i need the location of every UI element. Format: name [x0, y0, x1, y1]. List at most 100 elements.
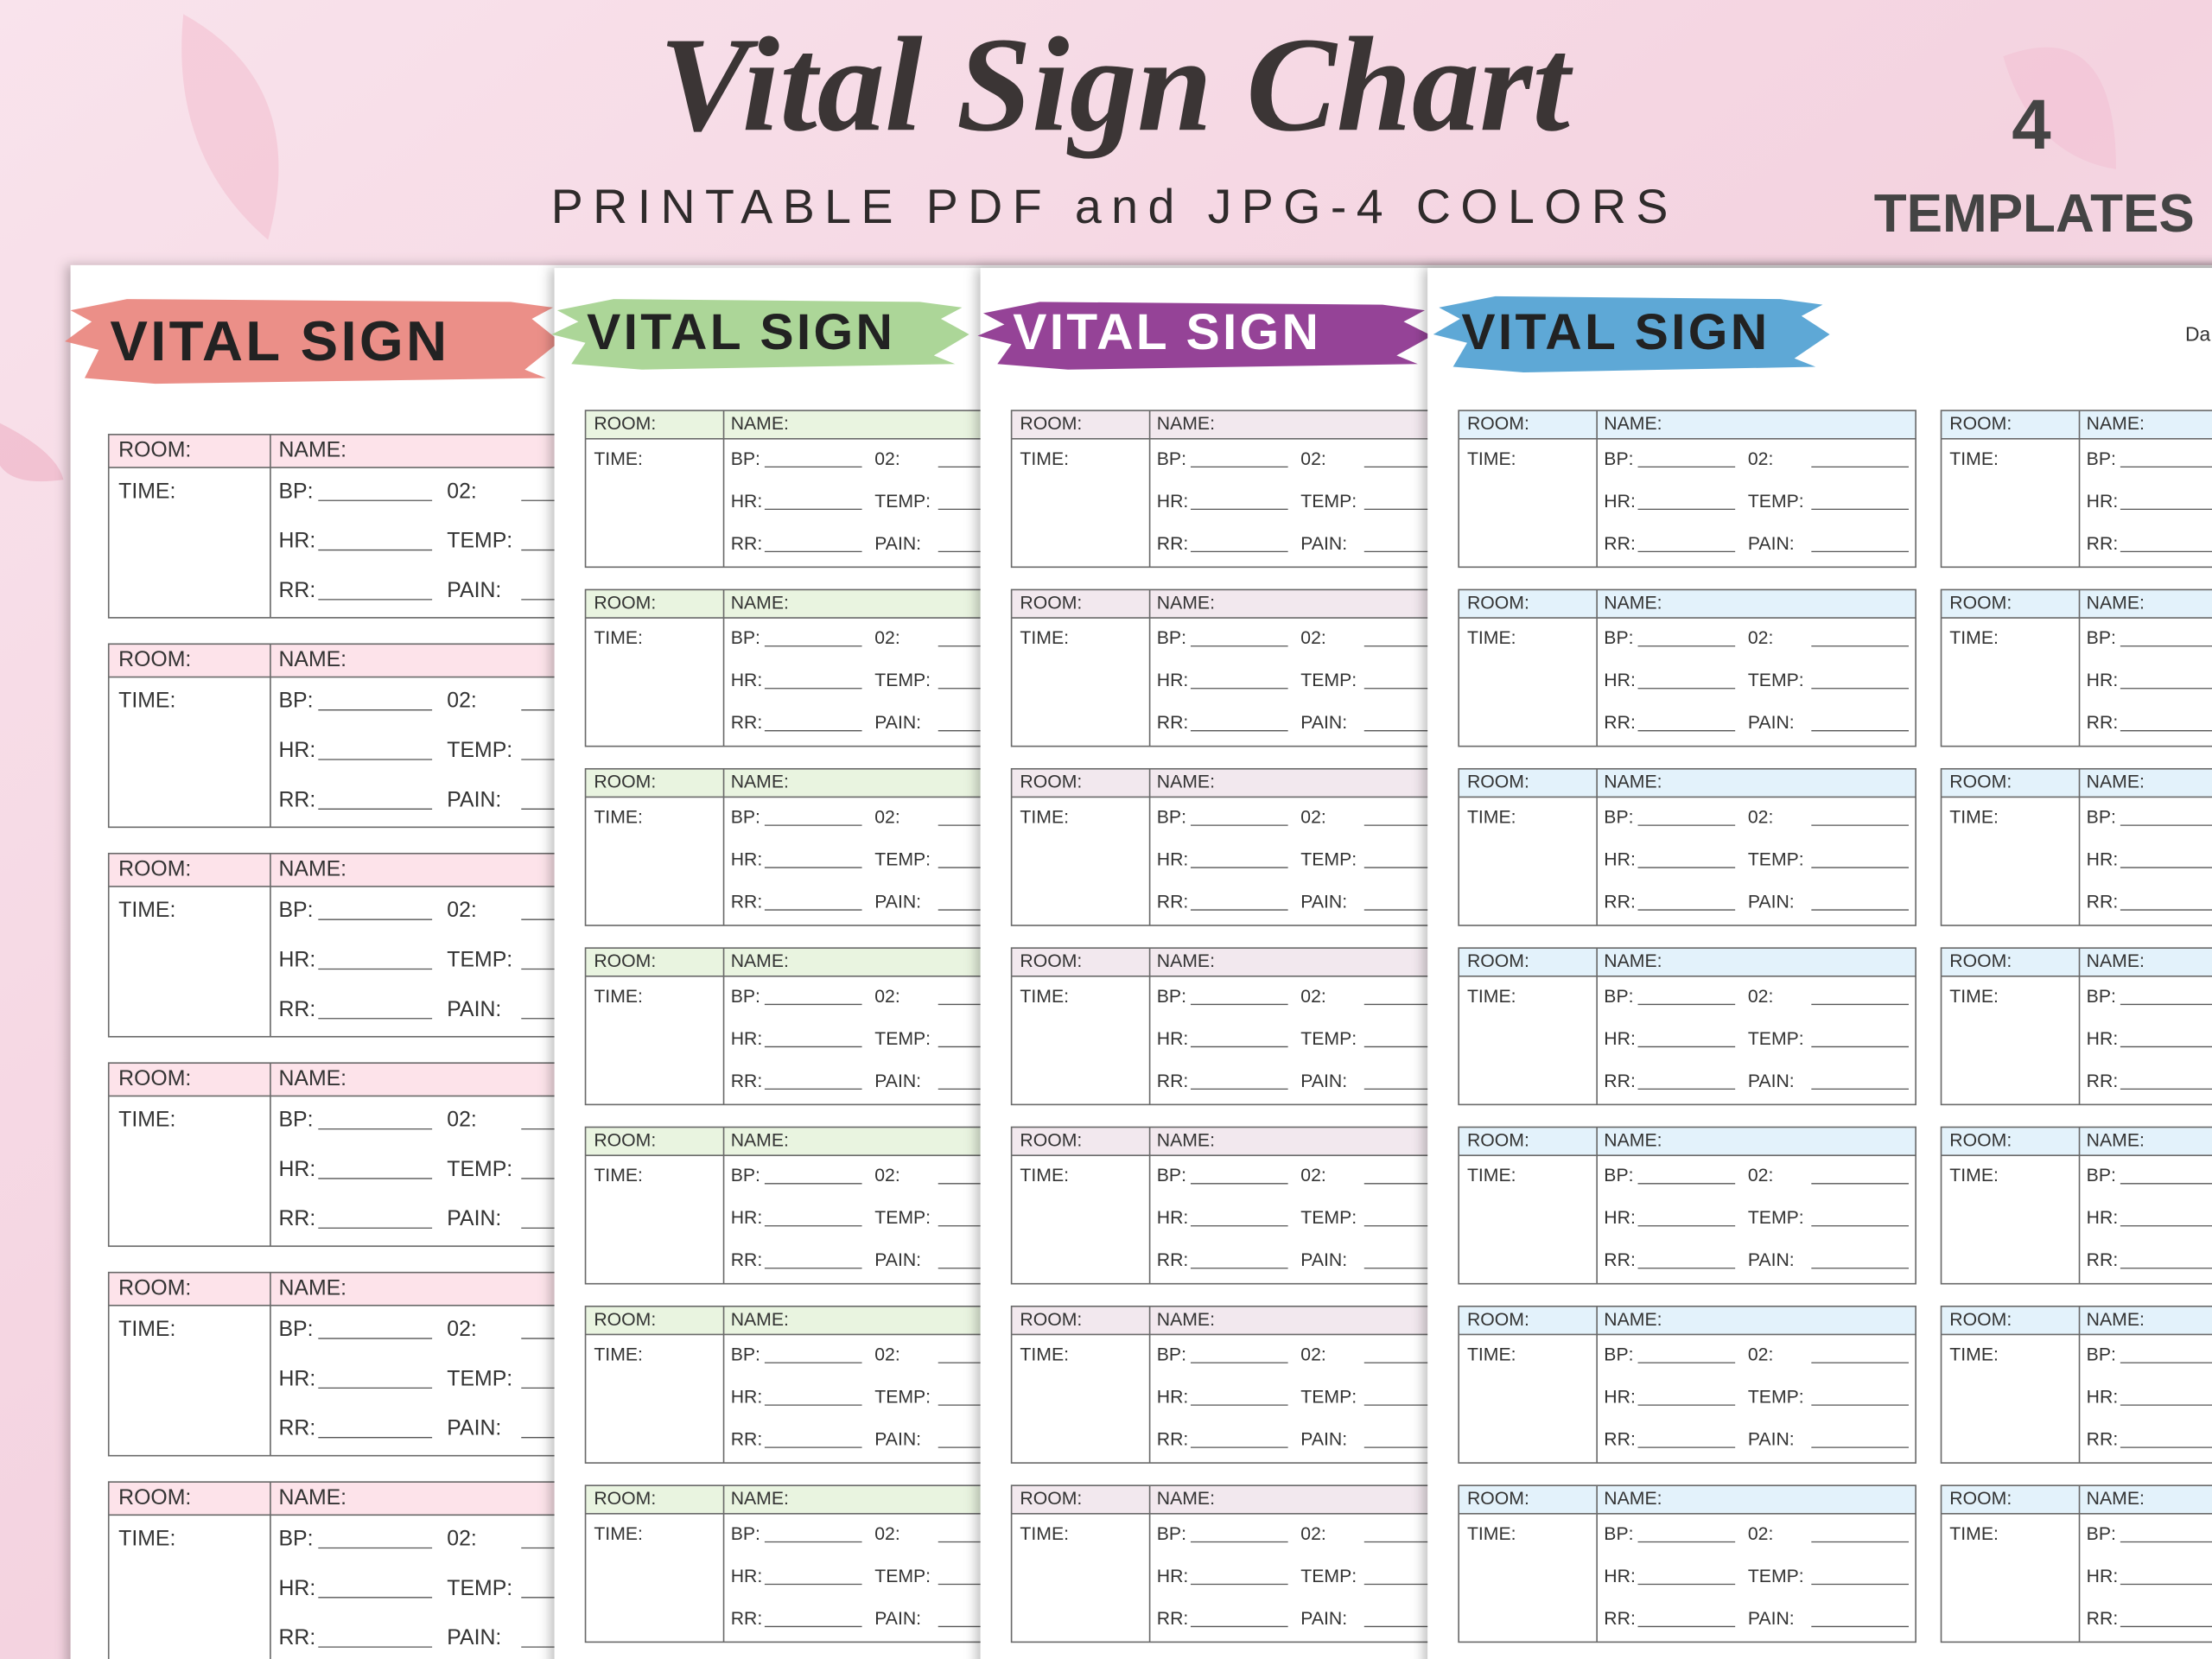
hr-label: HR:: [1604, 492, 1636, 512]
petal: [2003, 47, 2116, 169]
bp-label: BP:: [1157, 1166, 1186, 1185]
vital-card: ROOM:NAME:TIME:BP:02:HR:TEMP:RR:PAIN:: [584, 410, 1044, 569]
vital-card: ROOM:NAME:TIME:BP:02:HR:TEMP:RR:PAIN:: [1940, 767, 2212, 926]
brush-stroke: [65, 299, 561, 385]
pain-label: PAIN:: [1300, 893, 1347, 912]
time-label: TIME:: [1949, 1524, 1999, 1544]
card-header-bg: [1459, 1127, 1916, 1156]
card-header-bg: [108, 1063, 644, 1096]
temp-label: TEMP:: [447, 948, 512, 971]
room-label: ROOM:: [1020, 593, 1082, 613]
badge-label: TEMPLATES: [1874, 184, 2195, 244]
vital-card: ROOM:NAME:TIME:BP:02:HR:TEMP:RR:PAIN:: [584, 588, 1044, 747]
hr-label: HR:: [731, 671, 763, 690]
room-label: ROOM:: [1020, 772, 1082, 792]
name-label: NAME:: [731, 593, 789, 613]
rr-label: RR:: [731, 534, 763, 554]
hr-label: HR:: [2087, 1208, 2119, 1228]
card-header-bg: [108, 1272, 644, 1306]
room-label: ROOM:: [1949, 951, 2012, 971]
vital-card: ROOM:NAME:TIME:BP:02:HR:TEMP:RR:PAIN:: [1940, 410, 2212, 569]
time-label: TIME:: [1020, 808, 1069, 828]
pain-label: PAIN:: [1300, 1609, 1347, 1629]
card-border: [1458, 410, 1916, 569]
card-header-bg: [585, 948, 1043, 976]
card-header-bg: [1459, 1485, 1916, 1514]
time-label: TIME:: [1949, 449, 1999, 469]
o2-label: 02:: [447, 480, 477, 503]
temp-label: TEMP:: [447, 739, 512, 762]
o2-label: 02:: [874, 1524, 900, 1544]
subtitle: PRINTABLE PDF and JPG-4 COLORS: [551, 180, 1678, 233]
time-label: TIME:: [118, 899, 175, 922]
pain-label: PAIN:: [1748, 1250, 1795, 1270]
bp-label: BP:: [278, 690, 313, 713]
vital-card: ROOM:NAME:TIME:BP:02:HR:TEMP:RR:PAIN:: [1010, 1126, 1470, 1285]
pain-label: PAIN:: [447, 1417, 501, 1440]
pain-label: PAIN:: [1300, 1071, 1347, 1091]
temp-label: TEMP:: [1300, 1388, 1357, 1408]
card-border: [1940, 767, 2212, 926]
name-label: NAME:: [2087, 772, 2145, 792]
petal: [181, 14, 279, 240]
vital-card: ROOM:NAME:TIME:BP:02:HR:TEMP:RR:PAIN:: [107, 643, 645, 829]
name-label: NAME:: [1604, 1130, 1662, 1150]
card-header-bg: [108, 853, 644, 887]
time-label: TIME:: [1949, 808, 1999, 828]
card-header-bg: [585, 589, 1043, 619]
bp-label: BP:: [731, 1345, 760, 1365]
bp-label: BP:: [1604, 1345, 1633, 1365]
name-label: NAME:: [731, 772, 789, 792]
template-sheet: VITAL SIGN Da ROOM: NAME: TIME: BP: 02: HR: TEMP…: [1427, 268, 2212, 1659]
pain-label: PAIN:: [1300, 1430, 1347, 1450]
time-label: TIME:: [594, 1524, 643, 1544]
vital-card: ROOM:NAME:TIME:BP:02:HR:TEMP:RR:PAIN:: [1940, 1306, 2212, 1464]
o2-label: 02:: [1300, 1345, 1326, 1365]
main-title: Vital Sign Chart: [659, 9, 1573, 159]
hr-label: HR:: [1604, 850, 1636, 870]
o2-label: 02:: [1300, 1524, 1326, 1544]
card-border: [1458, 767, 1916, 926]
vital-card: ROOM:NAME:TIME:BP:02:HR:TEMP:RR:PAIN:: [1010, 588, 1470, 747]
card-header-bg: [585, 1485, 1043, 1514]
vital-card: ROOM:NAME:TIME:BP:02:HR:TEMP:RR:PAIN:: [584, 1126, 1044, 1285]
rr-label: RR:: [1604, 1609, 1636, 1629]
time-label: TIME:: [1020, 987, 1069, 1007]
card-border: [1940, 588, 2212, 747]
bp-label: BP:: [2087, 1524, 2116, 1544]
card-header-bg: [585, 1127, 1043, 1156]
name-label: NAME:: [278, 1486, 346, 1510]
bp-label: BP:: [1604, 987, 1633, 1007]
temp-label: TEMP:: [874, 1567, 931, 1586]
card-header-bg: [585, 1306, 1043, 1335]
bp-label: BP:: [731, 1524, 760, 1544]
card-border: [1458, 1484, 1916, 1643]
pain-label: PAIN:: [1748, 893, 1795, 912]
room-label: ROOM:: [594, 772, 656, 792]
temp-label: TEMP:: [874, 850, 931, 870]
pain-label: PAIN:: [1748, 1071, 1795, 1091]
pain-label: PAIN:: [1748, 534, 1795, 554]
hr-label: HR:: [1157, 1388, 1189, 1408]
room-label: ROOM:: [118, 439, 191, 462]
room-label: ROOM:: [1949, 414, 2012, 434]
hr-label: HR:: [278, 1577, 315, 1600]
bp-label: BP:: [1157, 449, 1186, 469]
vital-card: ROOM:NAME:TIME:BP:02:HR:TEMP:RR:PAIN:: [107, 434, 645, 619]
temp-label: TEMP:: [1300, 671, 1357, 690]
bp-label: BP:: [1604, 1524, 1633, 1544]
time-label: TIME:: [118, 480, 175, 503]
rr-label: RR:: [731, 1071, 763, 1091]
card-header-bg: [1011, 1127, 1469, 1156]
vital-card: ROOM:NAME:TIME:BP:02:HR:TEMP:RR:PAIN:: [107, 1062, 645, 1248]
temp-label: TEMP:: [1748, 671, 1804, 690]
temp-label: TEMP:: [1748, 1029, 1804, 1049]
card-header-bg: [1941, 589, 2212, 619]
pain-label: PAIN:: [447, 788, 501, 811]
name-label: NAME:: [2087, 593, 2145, 613]
card-header-bg: [1941, 1127, 2212, 1156]
bp-label: BP:: [731, 987, 760, 1007]
rr-label: RR:: [1157, 713, 1189, 733]
hr-label: HR:: [1604, 1388, 1636, 1408]
room-label: ROOM:: [1467, 772, 1529, 792]
